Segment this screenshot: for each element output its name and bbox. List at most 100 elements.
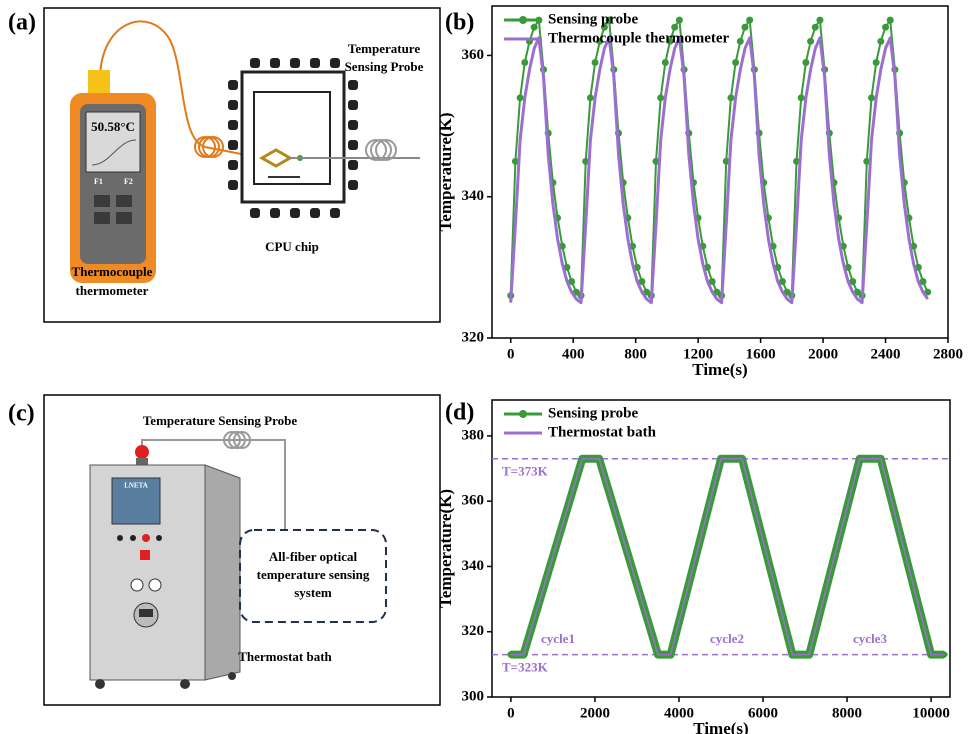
data-point (657, 94, 665, 102)
y-tick-label: 340 (462, 188, 485, 204)
reference-label: T=373K (502, 464, 549, 479)
data-point (732, 59, 740, 67)
x-tick-label: 4000 (664, 705, 694, 721)
data-point (797, 94, 805, 102)
thermometer-label: Thermocouple (72, 264, 153, 279)
data-point (811, 23, 819, 31)
fiber-coil (365, 139, 397, 161)
data-point (778, 277, 786, 285)
data-point (849, 277, 857, 285)
reference-label: T=323K (502, 660, 549, 675)
panel-label: (a) (8, 10, 36, 36)
data-point (605, 16, 613, 24)
data-point (919, 277, 927, 285)
y-tick-label: 360 (462, 47, 485, 63)
data-point (802, 59, 810, 67)
x-axis-title: Time(s) (693, 719, 748, 734)
panel-label: (b) (445, 10, 474, 36)
data-point (746, 16, 754, 24)
y-axis-title: Temperature(K) (436, 113, 455, 232)
system-label: All-fiber optical (269, 549, 358, 564)
screen (85, 111, 141, 173)
data-point (591, 59, 599, 67)
x-tick-label: 1200 (683, 346, 713, 362)
connector (88, 70, 110, 94)
x-tick-label: 0 (507, 705, 515, 721)
data-point (793, 157, 801, 165)
x-tick-label: 2400 (871, 346, 901, 362)
series-line (509, 36, 929, 305)
x-axis-title: Time(s) (692, 360, 747, 379)
x-tick-label: 400 (562, 346, 585, 362)
data-point (586, 94, 594, 102)
legend-marker (519, 410, 527, 418)
panel-label: (c) (8, 401, 35, 427)
panel-label: (d) (445, 400, 474, 426)
annotation: cycle3 (853, 631, 887, 646)
data-point (877, 37, 885, 45)
data-point (638, 277, 646, 285)
y-tick-label: 380 (462, 427, 485, 443)
annotation: cycle2 (710, 631, 744, 646)
y-tick-label: 320 (462, 329, 485, 345)
wheels (95, 672, 236, 689)
display-text: 50.58°C (91, 119, 135, 134)
probe-label: Temperature (348, 41, 420, 56)
data-point (633, 263, 641, 271)
thermometer-label: thermometer (76, 283, 149, 298)
fiber-coil (194, 136, 224, 158)
key: F1 (94, 177, 103, 186)
y-axis-title: Temperature(K) (436, 489, 455, 608)
y-tick-label: 320 (462, 623, 485, 639)
system-label: system (294, 585, 332, 600)
cabinet-screen (111, 477, 161, 525)
cabinet-side (204, 464, 241, 681)
data-point (727, 94, 735, 102)
data-point (671, 23, 679, 31)
x-tick-label: 800 (624, 346, 647, 362)
probe-label: Temperature Sensing Probe (143, 413, 298, 428)
chip-label: CPU chip (265, 239, 319, 254)
data-point (807, 37, 815, 45)
x-tick-label: 2800 (933, 346, 963, 362)
legend-label: Thermostat bath (548, 424, 657, 440)
data-point (736, 37, 744, 45)
keys (94, 195, 132, 224)
data-point (521, 59, 529, 67)
key: F2 (124, 177, 133, 186)
legend-marker (519, 16, 527, 24)
y-tick-label: 360 (462, 493, 485, 509)
controls (117, 534, 162, 628)
data-point (582, 157, 590, 165)
data-point (741, 23, 749, 31)
data-point (652, 157, 660, 165)
screen-curve (91, 139, 137, 166)
data-point (568, 277, 576, 285)
x-tick-label: 2000 (580, 705, 610, 721)
beacon (135, 445, 149, 459)
plot-frame (491, 5, 949, 339)
data-point (886, 16, 894, 24)
probe-label: Sensing Probe (345, 59, 424, 74)
cpu-chip (228, 58, 358, 218)
x-tick-label: 6000 (748, 705, 778, 721)
data-point (816, 16, 824, 24)
series-line (510, 457, 944, 656)
data-point (914, 263, 922, 271)
data-point (708, 277, 716, 285)
data-point (882, 23, 890, 31)
data-point (596, 37, 604, 45)
system-label: temperature sensing (257, 567, 370, 582)
legend-label: Thermocouple thermometer (548, 30, 730, 46)
y-tick-label: 300 (462, 688, 485, 704)
data-point (600, 23, 608, 31)
x-tick-label: 10000 (912, 705, 950, 721)
plot-frame (491, 399, 951, 698)
x-tick-label: 8000 (832, 705, 862, 721)
beacon-base (136, 458, 148, 466)
data-point (863, 157, 871, 165)
data-point (872, 59, 880, 67)
data-point (661, 59, 669, 67)
x-tick-label: 2000 (808, 346, 838, 362)
